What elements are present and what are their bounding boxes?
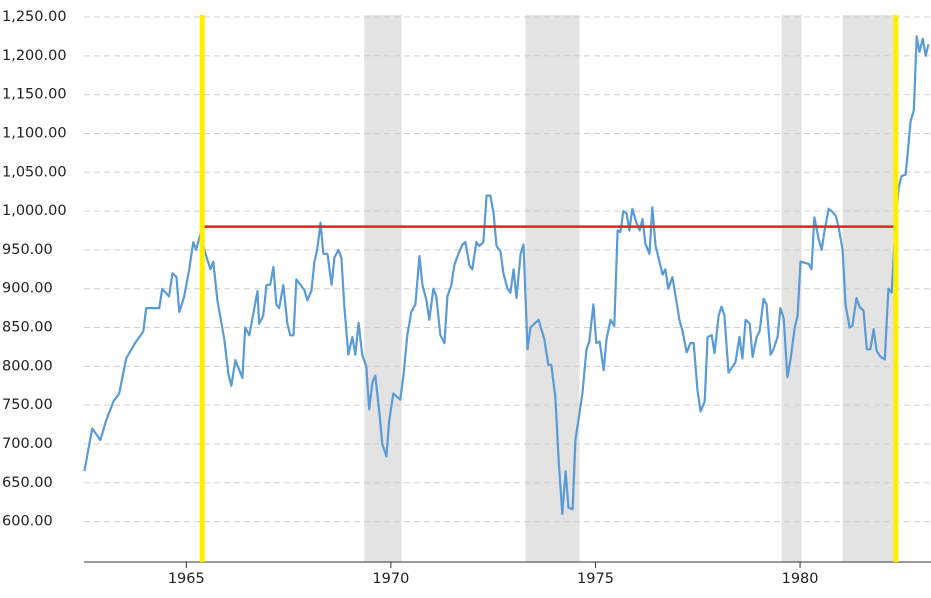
x-tick-label: 1970 [372,571,409,587]
y-tick-label: 600.00 [2,514,53,530]
shaded-range [781,15,802,562]
x-tick-label: 1980 [782,571,819,587]
y-tick-label: 800.00 [2,358,53,374]
y-tick-label: 1,150.00 [2,87,67,103]
y-tick-label: 1,200.00 [2,48,67,64]
y-tick-label: 950.00 [2,242,53,258]
y-tick-label: 900.00 [2,281,53,297]
y-tick-label: 1,050.00 [2,164,67,180]
y-tick-label: 650.00 [2,475,53,491]
y-tick-label: 750.00 [2,397,53,413]
x-tick-label: 1965 [168,571,205,587]
y-tick-label: 1,100.00 [2,125,67,141]
y-tick-label: 1,000.00 [2,203,67,219]
x-tick-label: 1975 [577,571,614,587]
y-tick-label: 700.00 [2,436,53,452]
shaded-range [525,15,580,562]
y-tick-label: 1,250.00 [2,9,67,25]
price-line [83,35,930,515]
y-tick-label: 850.00 [2,320,53,336]
